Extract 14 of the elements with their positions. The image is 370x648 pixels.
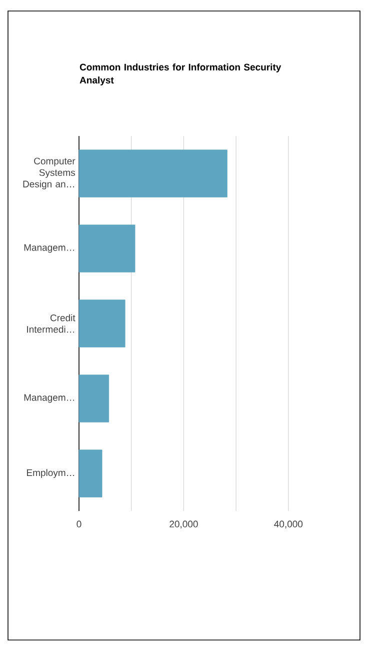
y-tick-label: Credit Intermedi… <box>27 314 76 333</box>
y-tick-label: Computer Systems Design an… <box>23 158 76 190</box>
bar <box>78 450 102 498</box>
y-tick-label: Employm… <box>27 469 74 478</box>
bar <box>78 150 228 198</box>
chart-title: Common Industries for Information Security Analyst <box>80 64 282 86</box>
y-tick-label: Managem… <box>24 394 74 403</box>
bar <box>78 374 110 422</box>
x-tick-label: 40,000 <box>274 520 303 529</box>
bar <box>78 224 136 272</box>
y-tick-label: Managem… <box>24 244 74 253</box>
bar <box>78 300 126 348</box>
x-tick-label: 0 <box>76 520 82 528</box>
x-tick-label: 20,000 <box>170 520 198 529</box>
